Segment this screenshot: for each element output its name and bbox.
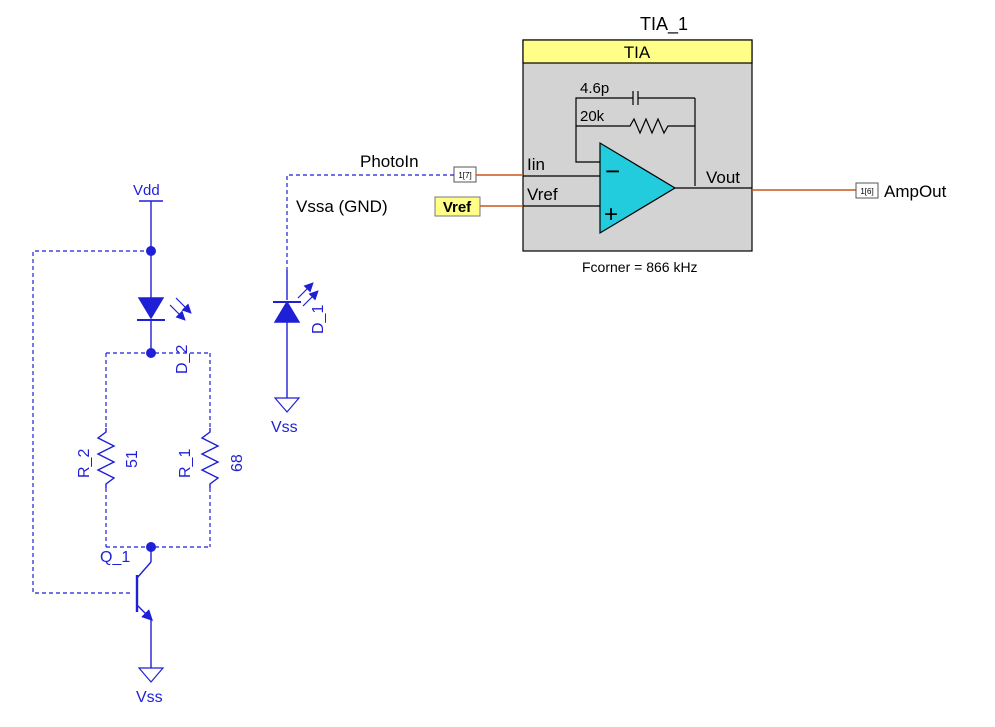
feedback-capacitor-value: 4.6p — [580, 80, 609, 97]
net-label-photoin: PhotoIn — [360, 152, 419, 171]
pin-label-iin: Iin — [527, 155, 545, 174]
r2-value: 51 — [124, 450, 141, 468]
vss-symbol-transistor — [137, 667, 165, 683]
r1-value: 68 — [229, 454, 246, 472]
ampout-pin-label: 1[6] — [860, 187, 873, 196]
r1-label: R_1 — [177, 449, 194, 478]
tia-instance-name: TIA_1 — [640, 14, 688, 35]
feedback-network — [575, 91, 696, 186]
led-d2[interactable] — [137, 297, 192, 321]
tia-component[interactable] — [522, 39, 753, 252]
junction-dot — [146, 246, 156, 256]
vss-label-photodiode: Vss — [271, 419, 298, 436]
opamp-symbol — [599, 141, 677, 235]
vss-label-transistor: Vss — [136, 689, 163, 706]
opamp-minus: − — [605, 156, 620, 186]
net-label-vssa: Vssa (GND) — [296, 197, 388, 216]
d2-label: D_2 — [174, 345, 191, 374]
pin-label-vout: Vout — [706, 168, 740, 187]
junction-dot — [146, 348, 156, 358]
resistor-r1[interactable] — [200, 428, 220, 488]
ampout-pin-box[interactable] — [855, 182, 879, 199]
tia-header-bar — [522, 39, 753, 64]
vss-symbol-photodiode — [273, 397, 301, 413]
fcorner-label: Fcorner = 866 kHz — [582, 259, 698, 275]
pin-label-vref: Vref — [527, 185, 558, 204]
vdd-label: Vdd — [133, 182, 160, 199]
resistor-r2[interactable] — [96, 428, 116, 488]
feedback-resistor-value: 20k — [580, 108, 605, 125]
q1-label: Q_1 — [100, 549, 130, 566]
r2-label: R_2 — [76, 449, 93, 478]
tia-header-label: TIA — [624, 43, 651, 62]
opamp-plus: + — [604, 201, 618, 228]
vref-tag-label: Vref — [443, 199, 472, 216]
photodiode-d1[interactable] — [273, 270, 319, 398]
dashed-wires — [32, 250, 211, 594]
internal-pin-wires — [523, 175, 752, 207]
transistor-q1[interactable] — [135, 547, 153, 668]
d1-label: D_1 — [310, 305, 327, 334]
photoin-pin-label: 1[7] — [458, 171, 471, 180]
wire-photoin-to-d1 — [286, 174, 454, 270]
net-label-ampout: AmpOut — [884, 182, 947, 201]
